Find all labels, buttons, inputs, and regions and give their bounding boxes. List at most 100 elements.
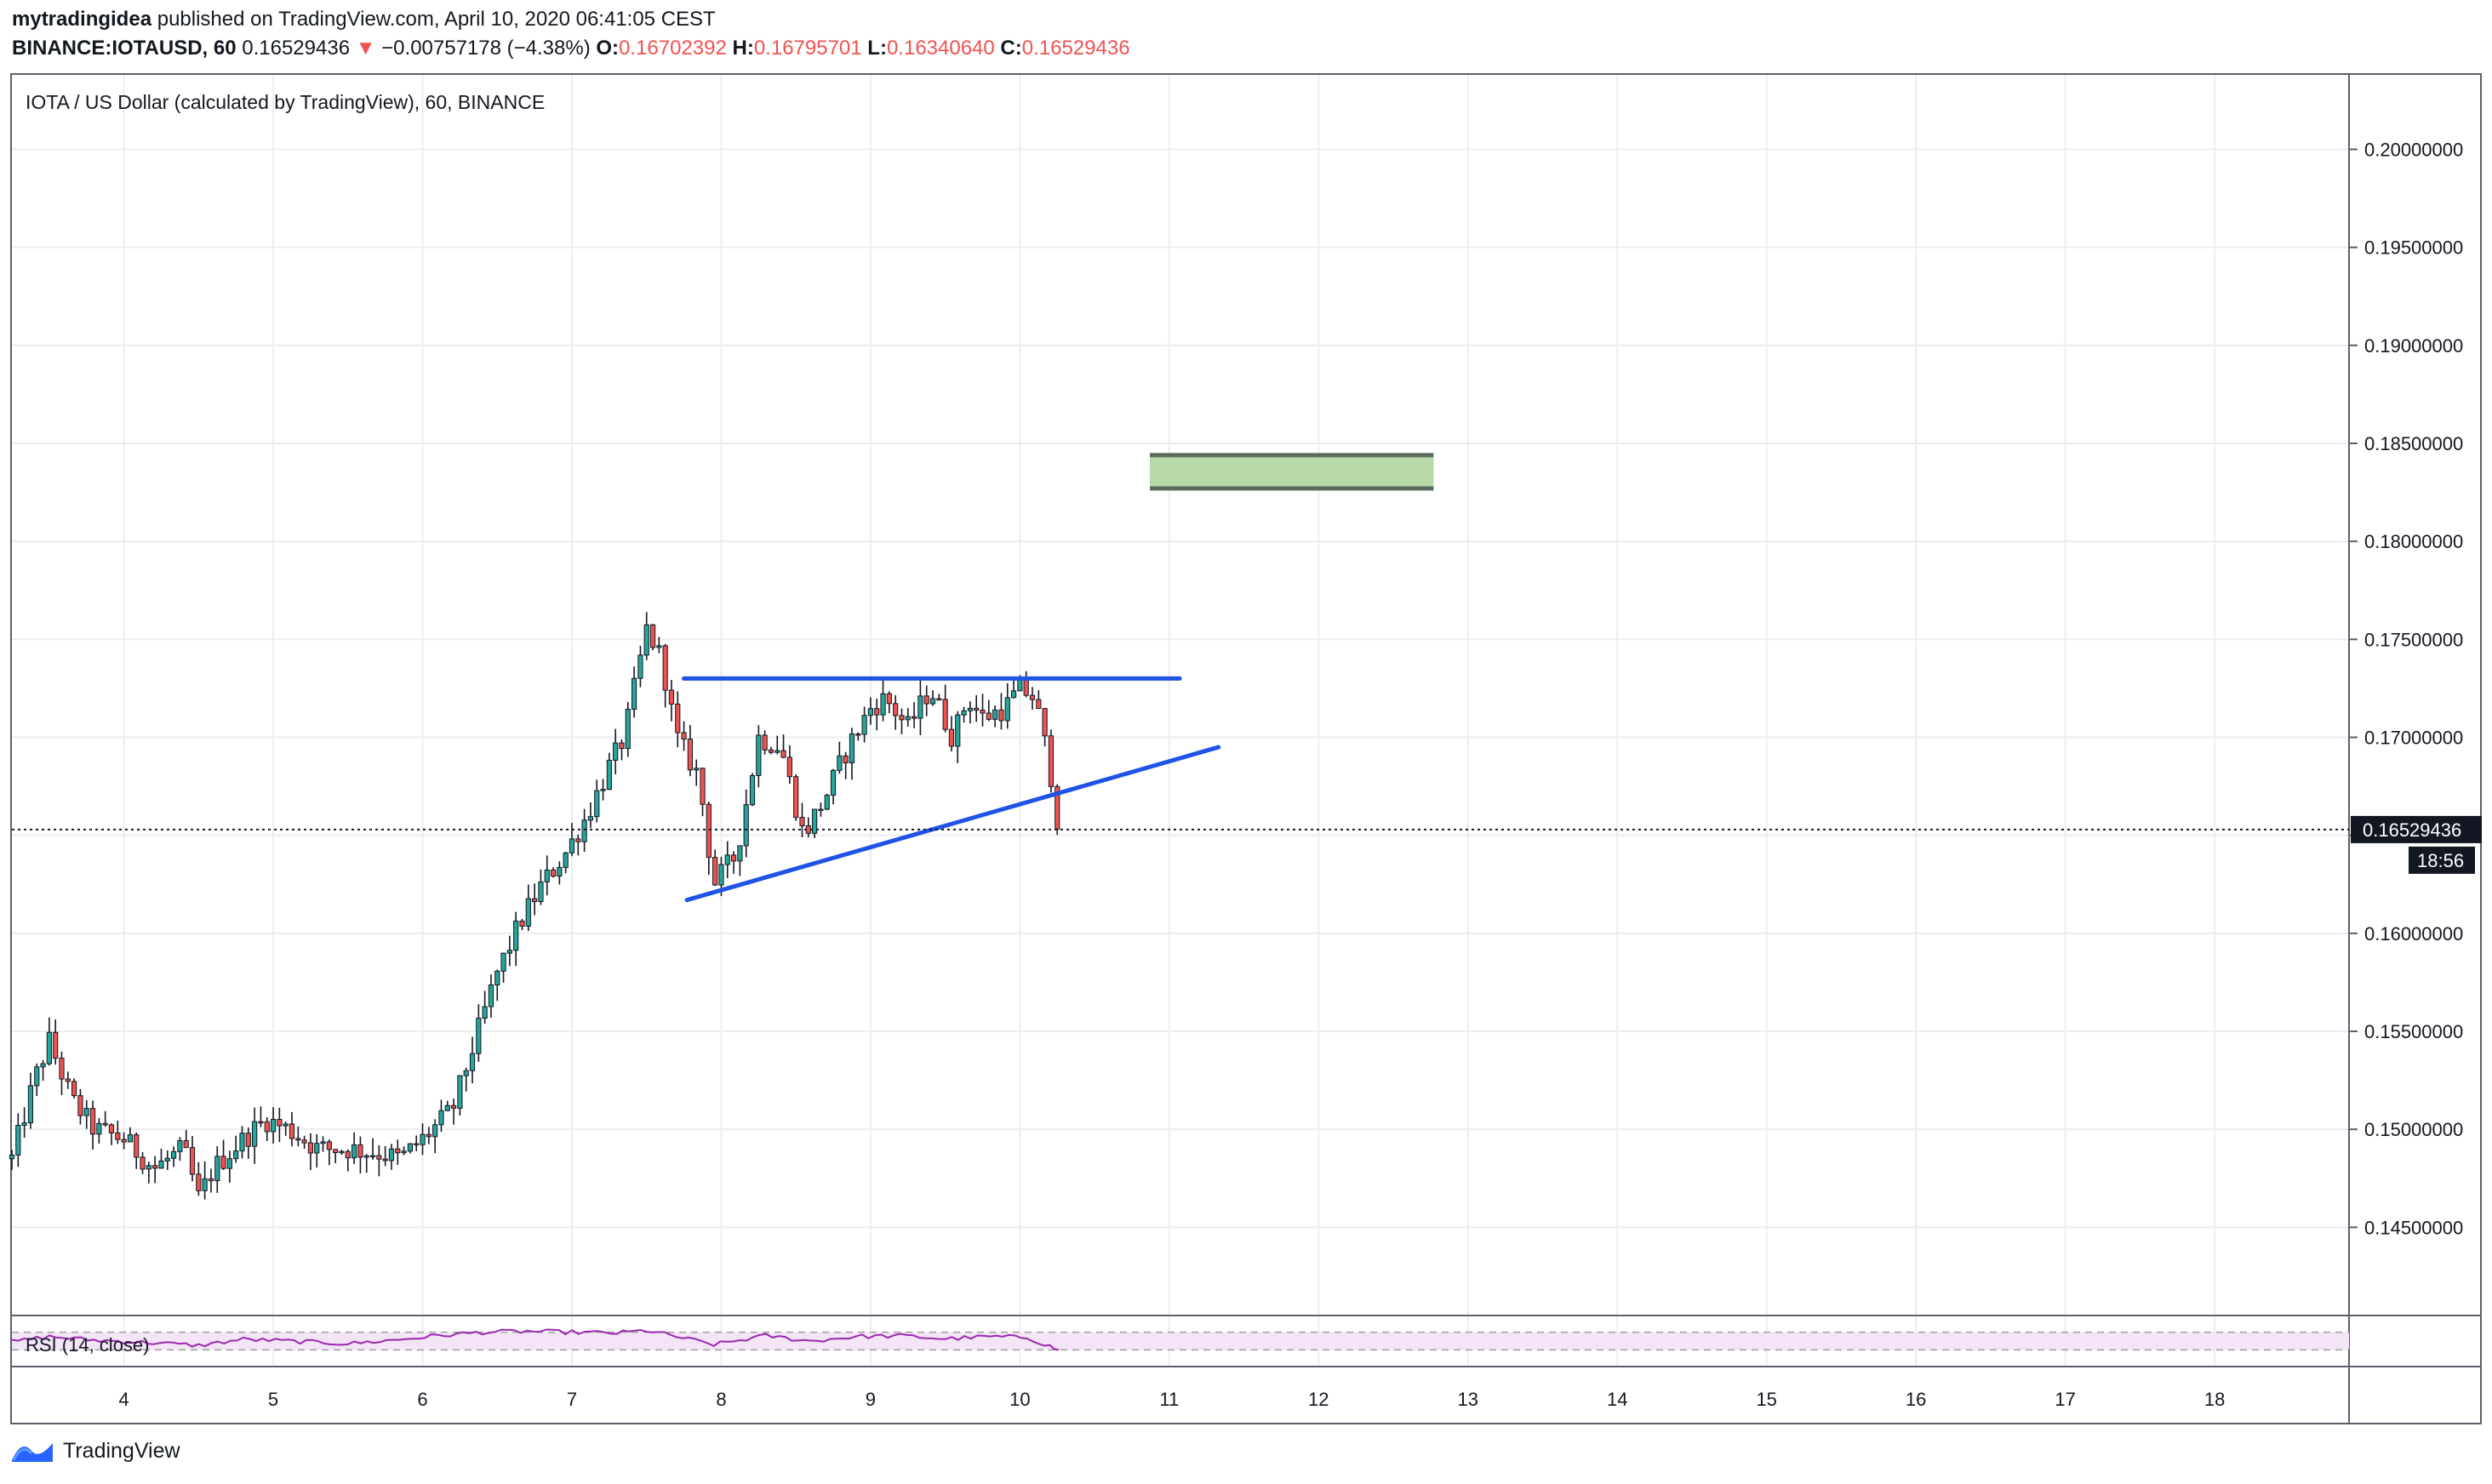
candle-body bbox=[594, 790, 600, 818]
candle-body bbox=[270, 1118, 277, 1133]
published-text: published on TradingView.com, April 10, … bbox=[151, 8, 716, 31]
candle-body bbox=[283, 1123, 289, 1127]
candle-body bbox=[1036, 699, 1042, 710]
candle-body bbox=[880, 693, 886, 716]
candle-body bbox=[339, 1150, 345, 1154]
candle-body bbox=[936, 698, 942, 701]
candle-body bbox=[164, 1157, 170, 1162]
x-tick-label: 4 bbox=[118, 1389, 129, 1410]
x-tick-label: 9 bbox=[866, 1389, 876, 1410]
candle-body bbox=[152, 1165, 158, 1169]
candle-body bbox=[662, 645, 668, 691]
candle-body bbox=[724, 854, 730, 865]
candle-body bbox=[948, 728, 955, 747]
candle-body bbox=[986, 712, 992, 720]
candle-body bbox=[21, 1122, 27, 1126]
candle-body bbox=[992, 709, 998, 720]
candle-body bbox=[258, 1121, 264, 1124]
candle-body bbox=[1055, 785, 1060, 830]
candle-body bbox=[818, 808, 824, 812]
rsi-line bbox=[11, 1328, 1060, 1351]
candle-body bbox=[83, 1108, 89, 1116]
candle-body bbox=[252, 1121, 258, 1147]
candle-body bbox=[40, 1063, 46, 1068]
candle-body bbox=[743, 804, 749, 847]
candle-body bbox=[134, 1134, 140, 1158]
candle-body bbox=[1048, 735, 1055, 787]
candle-body bbox=[681, 732, 687, 740]
tradingview-logo-icon[interactable] bbox=[10, 1438, 54, 1464]
open-label: O: bbox=[596, 37, 620, 60]
symbol-label: BINANCE:IOTAUSD, 60 bbox=[12, 37, 237, 60]
candle-body bbox=[768, 749, 774, 753]
candle-body bbox=[849, 733, 855, 764]
candle-body bbox=[700, 768, 706, 805]
candle-body bbox=[450, 1104, 457, 1109]
x-tick-label: 8 bbox=[716, 1389, 726, 1410]
candle-body bbox=[71, 1081, 77, 1097]
candle-body bbox=[780, 750, 786, 758]
candle-body bbox=[363, 1155, 369, 1158]
candle-body bbox=[220, 1156, 226, 1169]
candle-body bbox=[974, 707, 980, 711]
candle-body bbox=[625, 709, 631, 750]
low-value: 0.16340640 bbox=[886, 37, 995, 60]
candle-body bbox=[444, 1104, 450, 1111]
candle-body bbox=[532, 898, 538, 903]
candle-body bbox=[15, 1124, 21, 1156]
candle-body bbox=[812, 808, 818, 834]
candle-body bbox=[980, 710, 986, 714]
candle-body bbox=[793, 776, 799, 819]
candle-body bbox=[59, 1058, 65, 1080]
candle-body bbox=[942, 699, 948, 730]
target-zone bbox=[1150, 454, 1434, 488]
last-price: 0.16529436 bbox=[242, 37, 351, 60]
candle-body bbox=[53, 1031, 59, 1059]
countdown-tag bbox=[2409, 846, 2475, 874]
candle-body bbox=[786, 756, 792, 778]
y-tick-label: 0.14500000 bbox=[2364, 1217, 2463, 1238]
candle-body bbox=[874, 708, 880, 716]
candle-body bbox=[494, 970, 500, 985]
candle-body bbox=[581, 819, 587, 842]
candle-body bbox=[837, 755, 843, 771]
candles bbox=[9, 612, 1060, 1200]
candle-body bbox=[905, 716, 911, 721]
candle-body bbox=[843, 755, 849, 764]
low-label: L: bbox=[867, 37, 887, 60]
candle-body bbox=[196, 1173, 202, 1191]
candle-body bbox=[401, 1150, 407, 1154]
y-tick-label: 0.18000000 bbox=[2364, 531, 2463, 552]
candle-body bbox=[867, 708, 874, 716]
author-name[interactable]: mytradingidea bbox=[12, 8, 152, 31]
y-tick-label: 0.17500000 bbox=[2364, 629, 2463, 650]
candle-body bbox=[295, 1138, 301, 1141]
candle-body bbox=[170, 1150, 177, 1159]
high-label: H: bbox=[732, 37, 754, 60]
candle-body bbox=[9, 1154, 15, 1160]
x-tick-label: 15 bbox=[1756, 1389, 1776, 1410]
candle-body bbox=[631, 677, 637, 711]
candle-body bbox=[575, 838, 581, 842]
candle-body bbox=[245, 1133, 251, 1147]
candle-body bbox=[140, 1156, 146, 1170]
y-tick-label: 0.19000000 bbox=[2364, 335, 2463, 357]
candle-body bbox=[656, 645, 662, 648]
candle-body bbox=[1042, 708, 1048, 737]
candle-body bbox=[127, 1134, 134, 1143]
candle-body bbox=[538, 881, 544, 903]
candle-body bbox=[706, 803, 712, 859]
x-tick-label: 5 bbox=[268, 1389, 278, 1410]
candle-body bbox=[476, 1018, 482, 1054]
candle-body bbox=[352, 1144, 357, 1159]
candle-body bbox=[756, 734, 762, 776]
candle-body bbox=[388, 1148, 395, 1162]
tradingview-brand[interactable]: TradingView bbox=[63, 1438, 180, 1463]
x-tick-label: 18 bbox=[2204, 1389, 2225, 1410]
candle-body bbox=[414, 1143, 420, 1146]
candle-body bbox=[146, 1165, 151, 1170]
rsi-label: RSI (14, close) bbox=[26, 1334, 150, 1356]
candle-body bbox=[27, 1085, 34, 1124]
footer: TradingView bbox=[10, 1438, 180, 1464]
